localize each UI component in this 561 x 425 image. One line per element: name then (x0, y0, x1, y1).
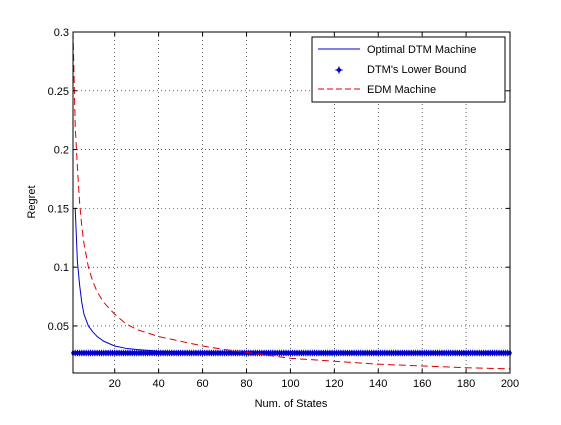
legend-label-lower-bound: DTM's Lower Bound (367, 64, 466, 76)
y-tick-label: 0.05 (48, 321, 69, 333)
y-tick-label: 0.3 (54, 27, 69, 39)
y-tick-label: 0.15 (48, 203, 69, 215)
y-tick-label: 0.2 (54, 145, 69, 157)
legend-label-optimal-dtm: Optimal DTM Machine (367, 44, 476, 56)
legend-box (311, 36, 506, 103)
plot-frame (72, 31, 511, 374)
x-tick-label: 200 (501, 378, 519, 390)
x-tick-label: 160 (413, 378, 431, 390)
x-tick-label: 120 (325, 378, 343, 390)
y-axis-label: Regret (26, 185, 38, 218)
x-tick-label: 60 (196, 378, 208, 390)
y-tick-label: 0.1 (54, 262, 69, 274)
x-tick-label: 100 (281, 378, 299, 390)
x-tick-label: 20 (109, 378, 121, 390)
x-axis-label: Num. of States (255, 398, 328, 410)
x-tick-label: 80 (240, 378, 252, 390)
legend-label-edm: EDM Machine (367, 84, 436, 96)
y-tick-label: 0.25 (48, 86, 69, 98)
ticks: 20 40 60 80 100 120 140 160 180 200 0.05 0.1 0.15 0.2… (48, 27, 520, 390)
legend: Optimal DTM Machine ✦ DTM's Lower Bound … (311, 36, 506, 103)
x-tick-label: 140 (369, 378, 387, 390)
x-tick-label: 180 (457, 378, 475, 390)
legend-swatch-lower-bound: ✦ (334, 65, 343, 77)
series-layer (71, 31, 512, 370)
series-lower-bound (71, 349, 512, 357)
series-edm-line (72, 31, 511, 370)
x-tick-label: 40 (153, 378, 165, 390)
